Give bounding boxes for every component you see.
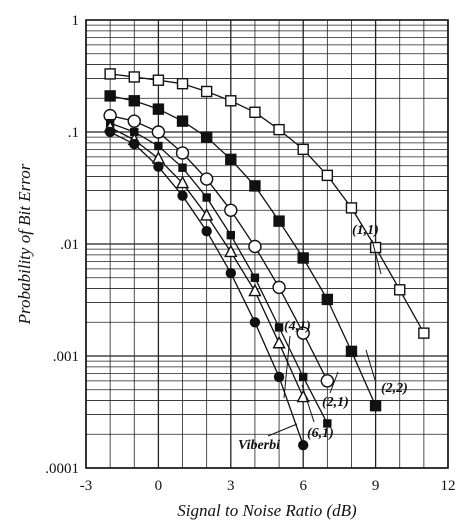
data-point bbox=[272, 335, 286, 349]
x-axis-label: Signal to Noise Ratio (dB) bbox=[177, 501, 357, 520]
data-point bbox=[297, 252, 309, 264]
data-point bbox=[154, 141, 163, 151]
data-point bbox=[104, 90, 116, 102]
data-point bbox=[153, 161, 164, 172]
series-line bbox=[109, 114, 328, 382]
series-viberbi bbox=[104, 126, 309, 451]
series-1-1 bbox=[104, 68, 430, 339]
x-tick-label: 9 bbox=[372, 478, 380, 494]
curve-label: Viberbi bbox=[238, 438, 280, 453]
data-point bbox=[345, 345, 358, 358]
data-point bbox=[175, 175, 190, 189]
curve-label: (2,1) bbox=[322, 395, 349, 410]
y-axis-ticks: .0001 .001 .01 .1 1 bbox=[45, 13, 79, 477]
data-point bbox=[297, 143, 309, 156]
data-point bbox=[296, 326, 310, 340]
data-point bbox=[273, 371, 285, 383]
curve-label: (2,2) bbox=[381, 381, 408, 396]
data-point bbox=[202, 193, 211, 202]
x-axis-ticks: -3 0 3 6 9 12 bbox=[80, 478, 456, 494]
y-tick-label: .0001 bbox=[45, 461, 79, 477]
series-line bbox=[109, 122, 328, 424]
data-point bbox=[418, 327, 430, 339]
data-point bbox=[200, 85, 213, 98]
data-point bbox=[128, 95, 140, 107]
data-point bbox=[249, 317, 261, 328]
label-leader bbox=[267, 423, 298, 437]
data-point bbox=[127, 114, 141, 128]
label-leader bbox=[371, 239, 382, 275]
data-point bbox=[128, 71, 140, 83]
y-tick-label: 1 bbox=[72, 13, 80, 29]
data-point bbox=[129, 138, 140, 150]
data-point bbox=[104, 126, 116, 138]
data-point bbox=[320, 374, 335, 388]
label-leader bbox=[329, 371, 339, 394]
data-point bbox=[200, 207, 214, 221]
data-point bbox=[369, 399, 382, 412]
curve-labels: (1,1) (2,2) (2,1) (4,1) (6,1) Viberbi bbox=[238, 223, 408, 453]
curve-label: (6,1) bbox=[307, 426, 334, 441]
data-point bbox=[323, 419, 332, 428]
data-point bbox=[321, 169, 334, 182]
data-point bbox=[226, 230, 236, 240]
data-point bbox=[225, 95, 237, 107]
data-point bbox=[299, 372, 308, 382]
data-point bbox=[224, 203, 238, 217]
data-point bbox=[250, 273, 260, 282]
y-axis-label: Probability of Bit Error bbox=[15, 163, 34, 325]
data-point bbox=[225, 153, 237, 166]
data-point bbox=[321, 293, 334, 306]
x-tick-label: 3 bbox=[227, 478, 235, 494]
data-point bbox=[200, 131, 213, 143]
series-2-1 bbox=[103, 108, 335, 388]
data-point bbox=[273, 123, 285, 136]
series-4-1 bbox=[105, 118, 332, 428]
data-point bbox=[104, 68, 116, 80]
data-point bbox=[248, 239, 262, 254]
data-point bbox=[298, 439, 309, 451]
data-point bbox=[248, 283, 262, 297]
y-tick-label: .001 bbox=[53, 349, 79, 365]
label-leader bbox=[283, 335, 291, 399]
data-point bbox=[176, 77, 189, 90]
data-point bbox=[369, 241, 382, 254]
y-tick-label: .01 bbox=[60, 237, 79, 253]
data-point bbox=[199, 172, 214, 186]
data-point bbox=[249, 106, 261, 118]
series-2-2 bbox=[104, 90, 382, 412]
data-point bbox=[272, 280, 286, 295]
data-point bbox=[175, 146, 190, 160]
x-tick-label: -3 bbox=[80, 478, 93, 494]
data-point bbox=[249, 180, 261, 192]
data-point bbox=[273, 215, 285, 227]
label-leader bbox=[301, 384, 315, 423]
x-tick-label: 12 bbox=[441, 478, 456, 494]
data-point bbox=[151, 125, 166, 139]
data-point bbox=[176, 115, 189, 127]
series-layer bbox=[103, 68, 430, 451]
data-point bbox=[274, 323, 284, 332]
data-point bbox=[177, 190, 188, 201]
data-point bbox=[201, 226, 212, 237]
data-point bbox=[394, 284, 406, 296]
data-point bbox=[152, 74, 165, 86]
data-point bbox=[225, 267, 237, 279]
data-point bbox=[224, 244, 238, 258]
data-point bbox=[178, 163, 187, 172]
label-leader bbox=[365, 349, 376, 381]
curve-label: (1,1) bbox=[352, 223, 379, 238]
x-tick-label: 0 bbox=[155, 478, 163, 494]
plot-frame bbox=[85, 19, 449, 469]
curve-label: (4,1) bbox=[284, 319, 311, 334]
x-tick-label: 6 bbox=[299, 478, 307, 494]
y-tick-label: .1 bbox=[68, 125, 79, 141]
data-point bbox=[152, 103, 165, 115]
data-point bbox=[345, 202, 358, 214]
